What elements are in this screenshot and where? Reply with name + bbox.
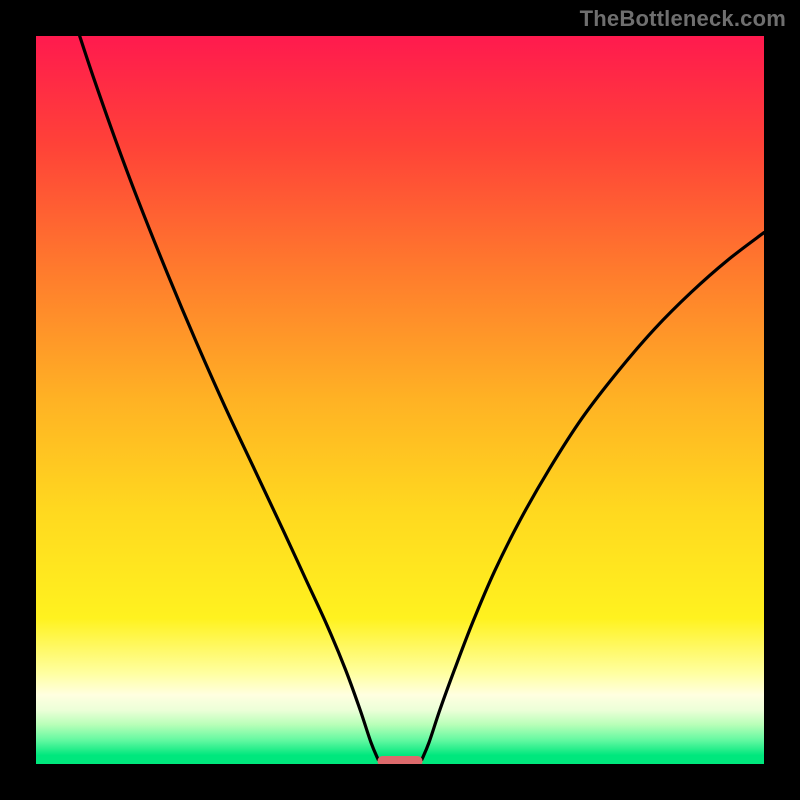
optimum-marker: [377, 756, 422, 764]
chart-container: { "watermark": { "text": "TheBottleneck.…: [0, 0, 800, 800]
watermark-text: TheBottleneck.com: [580, 6, 786, 32]
gradient-background: [36, 36, 764, 764]
bottleneck-chart: [36, 36, 764, 764]
